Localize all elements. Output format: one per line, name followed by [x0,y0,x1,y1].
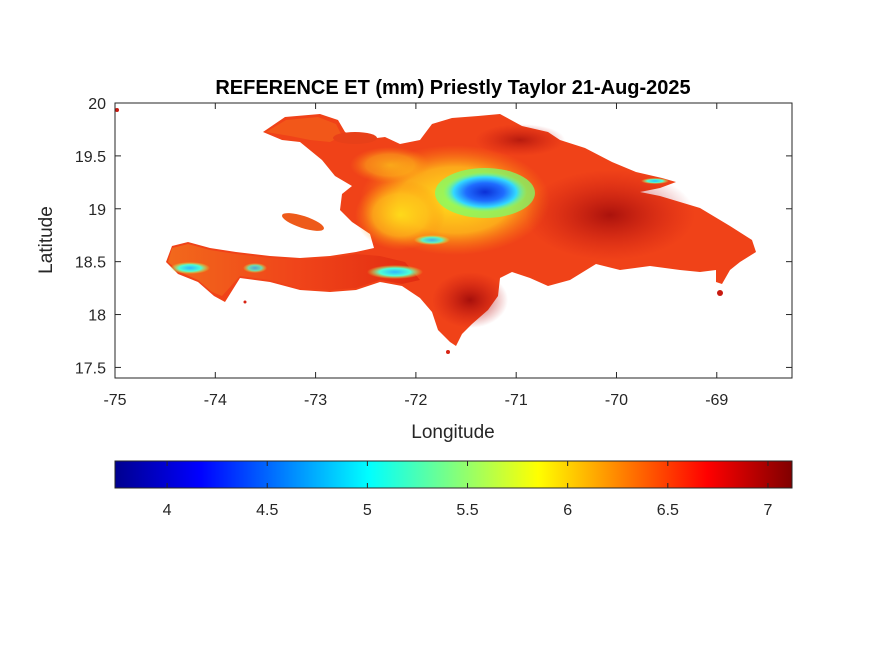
colorbar-tick-label: 4 [163,502,172,519]
y-axis: 20 19.5 19 18.5 18 17.5 [75,96,792,377]
x-tick-label: -73 [304,392,327,409]
north-yellow-region [350,147,430,183]
x-tick-label: -74 [204,392,227,409]
y-tick-label: 17.5 [75,360,106,377]
y-tick-label: 19 [88,202,106,219]
islet [446,350,450,354]
south-dark-region [432,272,508,328]
tortuga-island [333,132,377,144]
colorbar-tick-label: 6 [563,502,572,519]
islet [243,300,247,304]
x-tick-label: -72 [404,392,427,409]
northern-peninsula-band [266,117,342,142]
north-dark-region [475,124,565,156]
northeast-cyan-patch [641,178,669,184]
x-tick-label: -75 [103,392,126,409]
x-tick-label: -69 [705,392,728,409]
gonave-island [281,213,325,231]
east-dark-region [525,170,695,260]
axes-frame [114,102,793,379]
islet [717,290,723,296]
islet [115,108,119,112]
west-yellow-region [355,180,445,250]
south-cyan-patch-2 [243,263,267,273]
colorbar-tick-label: 5.5 [456,502,478,519]
southern-peninsula-band [168,244,420,296]
x-tick-label: -70 [605,392,628,409]
colorbar-tick-label: 5 [363,502,372,519]
southwest-cyan-patch [170,262,210,274]
x-tick-label: -71 [505,392,528,409]
colorbar-tick-label: 7 [764,502,773,519]
colorbar-tick-label: 4.5 [256,502,278,519]
y-tick-label: 18 [88,308,106,325]
y-tick-label: 20 [88,96,106,113]
central-cyan-patch [414,235,450,245]
south-cyan-patch [367,265,423,279]
colorbar-tick-label: 6.5 [657,502,679,519]
y-axis-label: Latitude [36,206,57,274]
y-tick-label: 18.5 [75,255,106,272]
chart-title: REFERENCE ET (mm) Priestly Taylor 21-Aug… [215,77,690,99]
colorbar-ticks: 4 4.5 5 5.5 6 6.5 7 [163,461,773,519]
x-axis: -75 -74 -73 -72 -71 -70 -69 [103,103,728,409]
central-blue-minimum [443,172,527,212]
hispaniola-map [115,108,756,354]
x-axis-label: Longitude [411,422,494,443]
colorbar [114,460,793,489]
y-tick-label: 19.5 [75,149,106,166]
